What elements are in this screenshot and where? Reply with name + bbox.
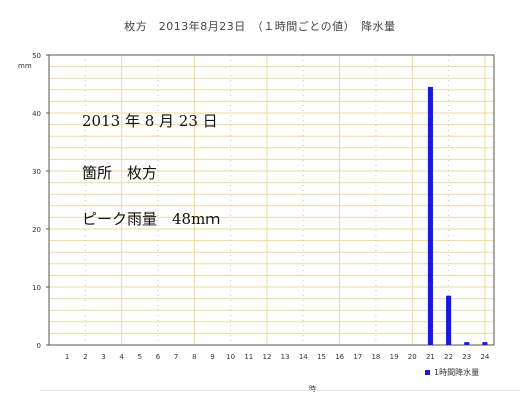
y-tick-label: 20 (32, 226, 41, 234)
x-tick-label: 13 (281, 353, 290, 361)
y-tick-label: 0 (37, 342, 41, 350)
x-tick-label: 17 (353, 353, 362, 361)
plot-border (48, 54, 495, 346)
x-tick-label: 5 (138, 353, 142, 361)
x-tick-label: 15 (317, 353, 326, 361)
annotation-peak: ピーク雨量 48mｍ (82, 210, 221, 228)
x-axis-label: 時 (309, 385, 316, 393)
x-tick-label: 19 (390, 353, 399, 361)
legend-label: 1時間降水量 (434, 368, 480, 377)
x-tick-label: 3 (101, 353, 105, 361)
y-tick-label: 10 (32, 284, 41, 292)
bar (446, 295, 452, 345)
x-tick-label: 11 (244, 353, 253, 361)
x-tick-label: 10 (226, 353, 235, 361)
bar (464, 342, 470, 345)
x-tick-label: 1 (65, 353, 69, 361)
x-tick-label: 21 (426, 353, 435, 361)
x-tick-label: 16 (335, 353, 344, 361)
legend-swatch (425, 370, 430, 375)
x-tick-label: 20 (408, 353, 417, 361)
x-tick-label: 8 (192, 353, 196, 361)
x-tick-label: 14 (299, 353, 308, 361)
x-tick-label: 6 (156, 353, 161, 361)
y-tick-label: 50 (32, 52, 41, 60)
bar (482, 342, 488, 345)
annotation-date: 2013 年 8 月 23 日 (82, 112, 218, 130)
x-tick-label: 9 (210, 353, 214, 361)
y-axis-unit: mm (18, 62, 32, 70)
x-tick-label: 2 (83, 353, 87, 361)
y-tick-label: 40 (32, 110, 41, 118)
chart-title: 枚方 2013年8月23日 （１時間ごとの値） 降水量 (124, 20, 396, 33)
bottom-divider (40, 390, 520, 391)
x-tick-label: 23 (462, 353, 471, 361)
annotation-place: 箇所 枚方 (82, 164, 158, 182)
x-tick-label: 12 (262, 353, 271, 361)
x-tick-label: 18 (371, 353, 380, 361)
x-tick-label: 24 (480, 353, 489, 361)
x-tick-label: 22 (444, 353, 453, 361)
y-tick-label: 30 (32, 168, 41, 176)
legend: 1時間降水量 (425, 367, 479, 378)
x-tick-label: 4 (119, 353, 124, 361)
bar (427, 86, 433, 346)
x-tick-label: 7 (174, 353, 178, 361)
